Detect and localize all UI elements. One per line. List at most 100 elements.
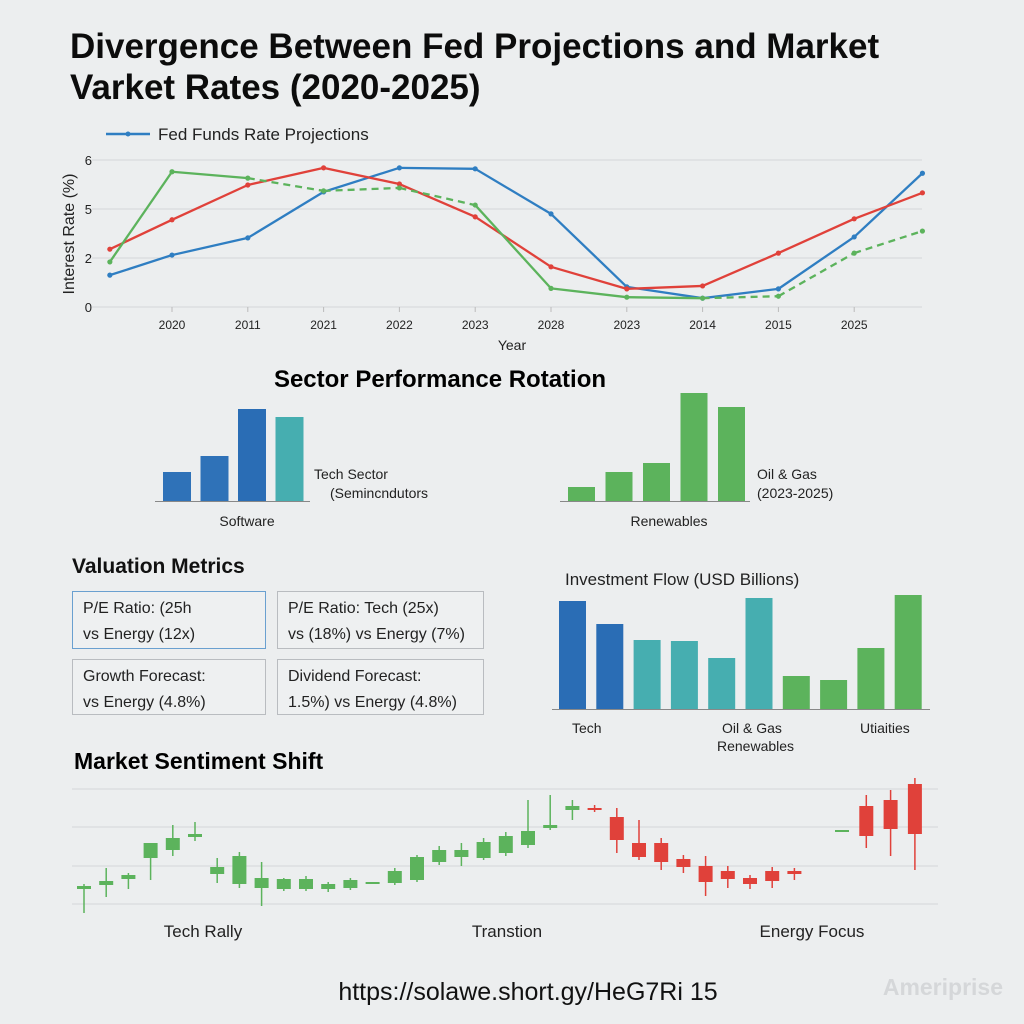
investment-bar — [745, 598, 773, 709]
series-2-segment — [474, 204, 552, 290]
series-1-segment — [323, 166, 400, 186]
series-2-point — [851, 250, 857, 256]
metric-line: Dividend Forecast: — [288, 668, 422, 685]
metric-line: vs Energy (12x) — [83, 626, 196, 643]
series-2-point — [775, 293, 782, 299]
x-axis-label: Year — [498, 337, 527, 353]
metric-line: Growth Forecast: — [83, 668, 206, 685]
series-1-point — [700, 283, 706, 289]
sector-chart-title: Sector Performance Rotation — [274, 366, 606, 393]
series-2-point — [700, 295, 706, 301]
sector-bar — [238, 409, 266, 501]
series-1-segment — [171, 183, 249, 221]
series-1-point — [396, 181, 402, 187]
candle-body — [77, 886, 91, 889]
candle-body — [121, 875, 136, 879]
sector-bar — [718, 407, 745, 501]
series-1-segment — [550, 265, 628, 290]
series-1-point — [245, 182, 251, 188]
sector-annotation: (Semincndutors — [330, 485, 428, 501]
investment-chart-title: Investment Flow (USD Billions) — [565, 570, 799, 589]
y-tick-label: 5 — [85, 202, 92, 217]
series-1-point — [321, 165, 327, 171]
x-tick-label: 2023 — [613, 318, 640, 332]
series-0-point — [919, 170, 926, 176]
series-1-point — [919, 190, 926, 196]
phase-label-transition: Transtion — [472, 922, 542, 941]
series-0-segment — [550, 213, 628, 288]
series-2-segment — [626, 296, 703, 300]
metric-line: P/E Ratio: (25h — [83, 600, 192, 617]
series-2-segment — [853, 229, 923, 255]
phase-label-tech-rally: Tech Rally — [164, 922, 243, 941]
series-0-point — [396, 165, 402, 171]
candle-body — [454, 850, 469, 857]
candle-body — [565, 806, 580, 810]
sector-bar — [643, 463, 670, 501]
candle-body — [654, 843, 669, 862]
candle-body — [521, 831, 535, 845]
footer-url: https://solawe.short.gy/HeG7Ri 15 — [338, 978, 717, 1006]
sector-annotation: (2023-2025) — [757, 485, 833, 501]
series-2-segment — [702, 295, 779, 300]
candle-body — [632, 843, 646, 857]
candle-body — [276, 879, 291, 889]
invest-label-tech: Tech — [572, 720, 602, 736]
series-2-point — [107, 259, 113, 265]
series-1-point — [169, 217, 175, 223]
candle-body — [143, 843, 158, 858]
investment-bar — [857, 648, 885, 709]
series-0-segment — [777, 235, 855, 290]
sector-bar — [605, 472, 633, 501]
candle-body — [765, 871, 780, 881]
valuation-title: Valuation Metrics — [72, 555, 245, 578]
series-0-segment — [323, 166, 400, 193]
series-2-segment — [108, 171, 173, 263]
candle-body — [498, 836, 513, 853]
sector-group-label: Software — [219, 513, 274, 529]
x-tick-label: 2020 — [159, 318, 186, 332]
sector-bar — [163, 472, 191, 501]
candle-body — [743, 878, 757, 884]
candle-body — [587, 808, 602, 810]
x-tick-label: 2015 — [765, 318, 792, 332]
y-tick-label: 6 — [85, 153, 92, 168]
legend-label: Fed Funds Rate Projections — [158, 125, 369, 144]
series-0-segment — [109, 253, 173, 277]
series-2-point — [919, 228, 926, 234]
sector-bar — [200, 456, 229, 501]
series-1-segment — [474, 215, 552, 268]
series-0-point — [472, 166, 478, 172]
candle-body — [299, 879, 313, 889]
invest-label-oil-gas: Oil & Gas — [722, 720, 782, 736]
investment-bar — [559, 601, 586, 709]
sector-bar — [275, 417, 304, 501]
title-line-1: Divergence Between Fed Projections and M… — [70, 27, 880, 66]
x-tick-label: 2021 — [310, 318, 337, 332]
sentiment-title: Market Sentiment Shift — [74, 748, 324, 774]
candle-body — [698, 866, 713, 882]
metric-box-growth: Growth Forecast: vs Energy (4.8%) — [72, 659, 266, 715]
series-0-point — [775, 286, 782, 292]
metric-line: P/E Ratio: Tech (25x) — [288, 600, 439, 617]
series-2-point — [396, 185, 402, 191]
series-1-point — [624, 286, 630, 292]
candle-body — [543, 825, 558, 828]
candle-body — [432, 850, 447, 862]
series-0-point — [851, 234, 857, 240]
x-tick-label: 2011 — [235, 318, 261, 332]
investment-bar — [633, 640, 661, 709]
series-0-point — [107, 272, 113, 278]
sector-bar — [680, 393, 708, 501]
metric-line: vs (18%) vs Energy (7%) — [288, 626, 465, 643]
series-2-point — [245, 175, 251, 181]
series-2-segment — [323, 186, 400, 193]
series-1-segment — [109, 218, 173, 251]
investment-bar — [820, 680, 848, 709]
series-1-segment — [398, 182, 476, 218]
series-0-segment — [247, 190, 325, 239]
candle-body — [188, 834, 202, 837]
candle-body — [787, 871, 802, 874]
investment-bar — [670, 641, 698, 709]
sector-annotation: Oil & Gas — [757, 466, 817, 482]
